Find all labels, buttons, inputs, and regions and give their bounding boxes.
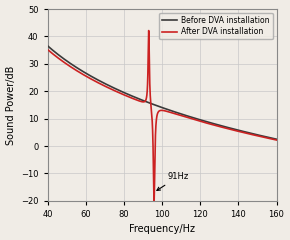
- Legend: Before DVA installation, After DVA installation: Before DVA installation, After DVA insta…: [159, 13, 273, 39]
- Before DVA installation: [46, 44, 49, 47]
- Before DVA installation: [233, 128, 237, 131]
- Line: Before DVA installation: Before DVA installation: [48, 46, 276, 139]
- After DVA installation: [88, 77, 91, 79]
- After DVA installation: [234, 129, 238, 132]
- After DVA installation: [195, 119, 198, 122]
- Before DVA installation: [275, 138, 278, 141]
- Text: 91Hz: 91Hz: [157, 172, 189, 191]
- Before DVA installation: [156, 105, 160, 108]
- After DVA installation: [217, 125, 220, 128]
- After DVA installation: [152, 199, 156, 202]
- Line: After DVA installation: After DVA installation: [48, 30, 276, 201]
- Before DVA installation: [182, 114, 186, 116]
- Before DVA installation: [170, 109, 173, 112]
- After DVA installation: [147, 29, 151, 32]
- Before DVA installation: [155, 104, 158, 107]
- X-axis label: Frequency/Hz: Frequency/Hz: [129, 224, 195, 234]
- Y-axis label: Sound Power/dB: Sound Power/dB: [6, 65, 16, 145]
- After DVA installation: [183, 115, 187, 118]
- Before DVA installation: [269, 137, 273, 139]
- After DVA installation: [133, 98, 137, 101]
- After DVA installation: [275, 138, 278, 141]
- After DVA installation: [46, 48, 49, 51]
